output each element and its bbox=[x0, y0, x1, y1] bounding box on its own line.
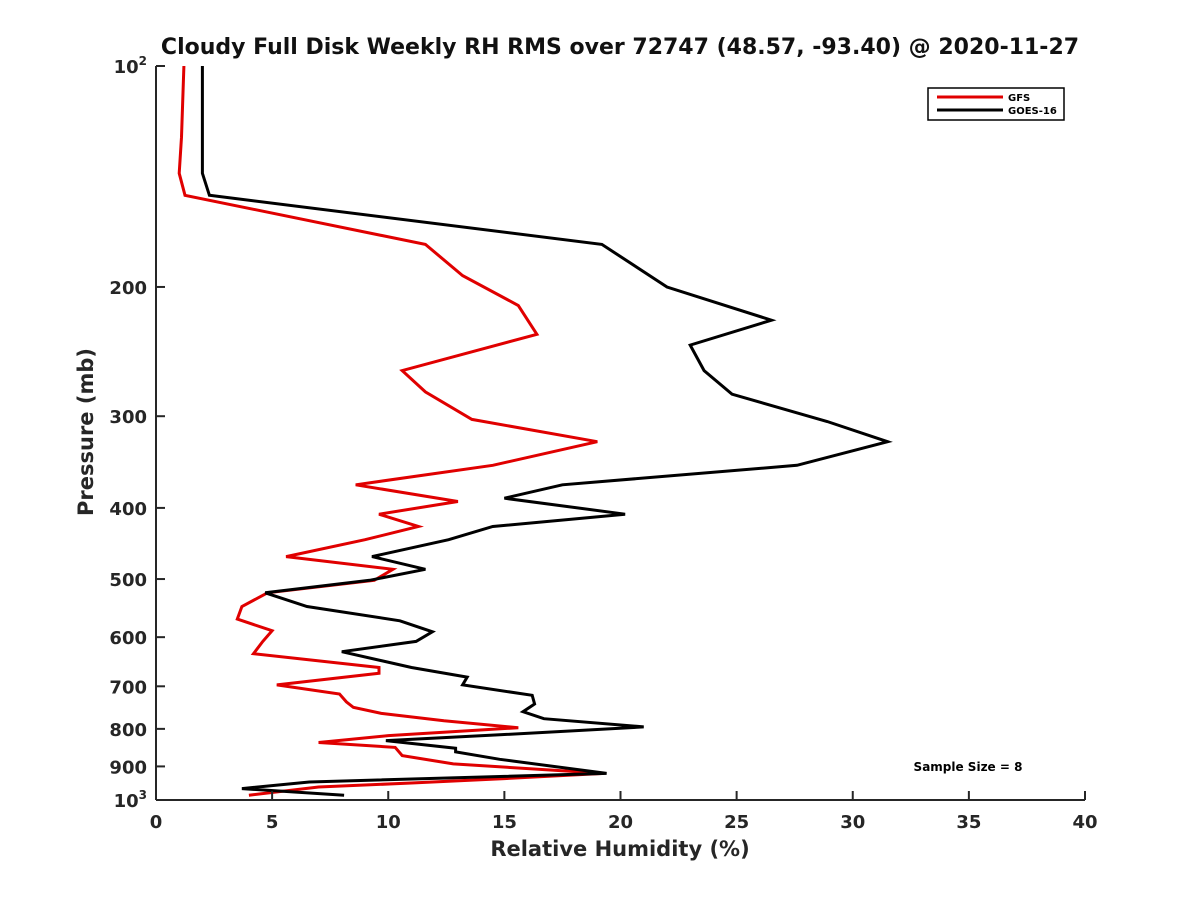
chart-title: Cloudy Full Disk Weekly RH RMS over 7274… bbox=[161, 35, 1079, 60]
x-tick-label: 15 bbox=[492, 812, 517, 833]
series-line-goes-16 bbox=[200, 66, 893, 797]
sample-size-annotation: Sample Size = 8 bbox=[914, 760, 1023, 774]
y-tick-label: 500 bbox=[109, 570, 147, 591]
x-tick-label: 10 bbox=[376, 812, 401, 833]
y-axis-label: Pressure (mb) bbox=[74, 348, 98, 516]
y-tick-label: 300 bbox=[109, 407, 147, 428]
y-tick-label: 200 bbox=[109, 278, 147, 299]
series-line-gfs bbox=[177, 65, 605, 797]
x-tick-label: 35 bbox=[956, 812, 981, 833]
legend: GFS GOES-16 bbox=[927, 87, 1065, 121]
x-axis-label: Relative Humidity (%) bbox=[490, 837, 749, 861]
y-tick-label: 600 bbox=[109, 628, 147, 649]
axes: 0 5 10 15 20 25 30 35 40 102 200 300 400 500 600 700 800… bbox=[109, 54, 1097, 833]
legend-label-gfs: GFS bbox=[1008, 93, 1030, 104]
y-tick-label: 900 bbox=[109, 757, 147, 778]
legend-label-goes-16: GOES-16 bbox=[1008, 106, 1057, 117]
y-tick-label: 700 bbox=[109, 677, 147, 698]
x-tick-label: 0 bbox=[150, 812, 163, 833]
x-tick-label: 25 bbox=[724, 812, 749, 833]
y-tick-label: 400 bbox=[109, 499, 147, 520]
y-tick-label: 800 bbox=[109, 720, 147, 741]
y-tick-label: 103 bbox=[114, 788, 147, 812]
y-tick-label: 102 bbox=[114, 54, 147, 78]
x-tick-label: 20 bbox=[608, 812, 633, 833]
legend-box bbox=[927, 87, 1065, 121]
plot-lines bbox=[177, 65, 893, 797]
x-tick-label: 40 bbox=[1072, 812, 1097, 833]
x-tick-label: 30 bbox=[840, 812, 865, 833]
x-tick-label: 5 bbox=[266, 812, 279, 833]
